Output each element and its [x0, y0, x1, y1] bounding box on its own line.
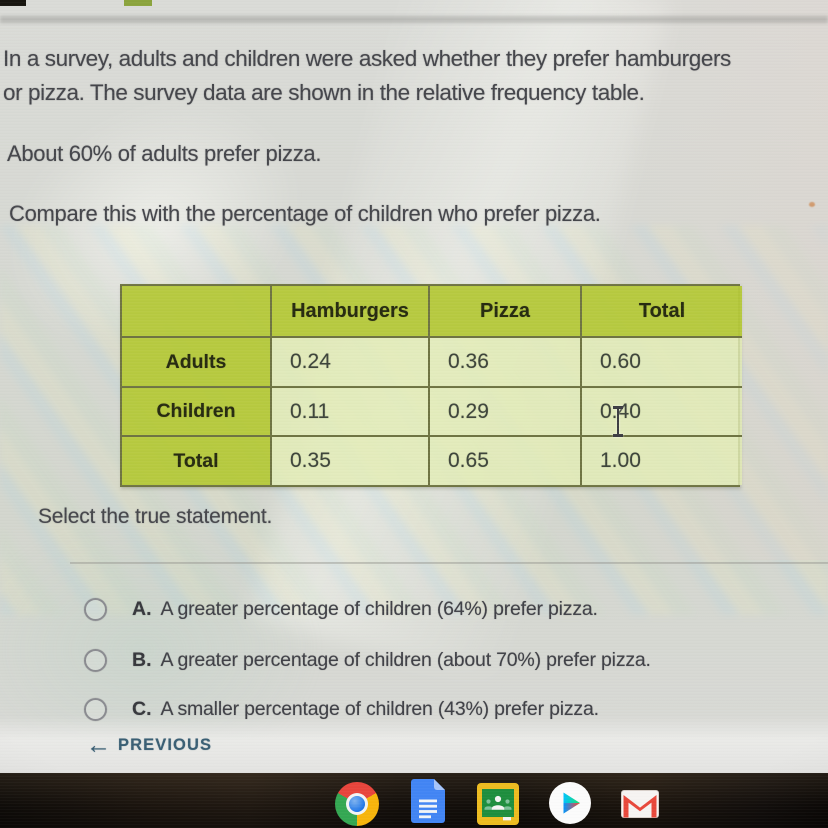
statement-text: About 60% of adults prefer pizza. [7, 141, 322, 166]
frequency-table: Hamburgers Pizza Total Adults 0.24 0.36 … [120, 284, 742, 487]
cell-adults-total: 0.60 [582, 338, 742, 388]
cell-total-hamburgers: 0.35 [272, 437, 430, 485]
option-a-text: A greater percentage of children (64%) p… [160, 598, 598, 620]
cell-children-pizza: 0.29 [430, 388, 582, 437]
row-header-total: Total [122, 437, 272, 485]
cell-total-total: 1.00 [582, 437, 742, 485]
radio-button-c[interactable] [84, 698, 107, 721]
radio-button-a[interactable] [84, 598, 107, 621]
select-prompt: Select the true statement. [38, 505, 273, 528]
taskbar [0, 773, 828, 828]
previous-button[interactable]: ← PREVIOUS [86, 731, 213, 759]
cell-adults-hamburgers: 0.24 [272, 338, 430, 388]
top-edge-artifact [124, 0, 152, 6]
col-header-hamburgers: Hamburgers [272, 286, 430, 338]
option-b-letter: B. [132, 649, 152, 671]
text-cursor-icon [611, 406, 625, 437]
top-edge-artifact [0, 0, 26, 6]
option-b-text: A greater percentage of children (about … [160, 649, 651, 671]
col-header-total: Total [582, 286, 742, 338]
table-corner-cell [122, 286, 272, 338]
option-c-letter: C. [132, 698, 152, 720]
option-a-letter: A. [132, 598, 152, 620]
question-text-line2: or pizza. The survey data are shown in t… [3, 80, 645, 105]
google-play-icon[interactable] [549, 782, 591, 828]
option-c[interactable]: C. A smaller percentage of children (43%… [84, 698, 599, 721]
google-docs-icon[interactable] [411, 779, 445, 828]
option-b[interactable]: B. A greater percentage of children (abo… [84, 649, 651, 672]
cell-children-total: 0.40 [582, 388, 742, 437]
previous-label: PREVIOUS [118, 735, 213, 754]
divider [70, 562, 828, 564]
bezel-line [0, 16, 828, 23]
cell-children-hamburgers: 0.11 [272, 388, 430, 437]
radio-button-b[interactable] [84, 649, 107, 672]
col-header-pizza: Pizza [430, 286, 582, 338]
back-arrow-icon: ← [86, 731, 111, 759]
row-header-adults: Adults [122, 338, 272, 388]
compare-text: Compare this with the percentage of chil… [9, 201, 601, 226]
option-c-text: A smaller percentage of children (43%) p… [160, 698, 600, 720]
google-classroom-icon[interactable] [477, 783, 519, 828]
chrome-icon[interactable] [335, 782, 379, 826]
row-header-children: Children [122, 388, 272, 437]
option-a[interactable]: A. A greater percentage of children (64%… [84, 598, 598, 621]
cell-total-pizza: 0.65 [430, 437, 582, 485]
gmail-icon[interactable] [621, 790, 659, 823]
question-text-line1: In a survey, adults and children were as… [3, 46, 731, 71]
screen-speck [809, 202, 815, 207]
cell-adults-pizza: 0.36 [430, 338, 582, 388]
